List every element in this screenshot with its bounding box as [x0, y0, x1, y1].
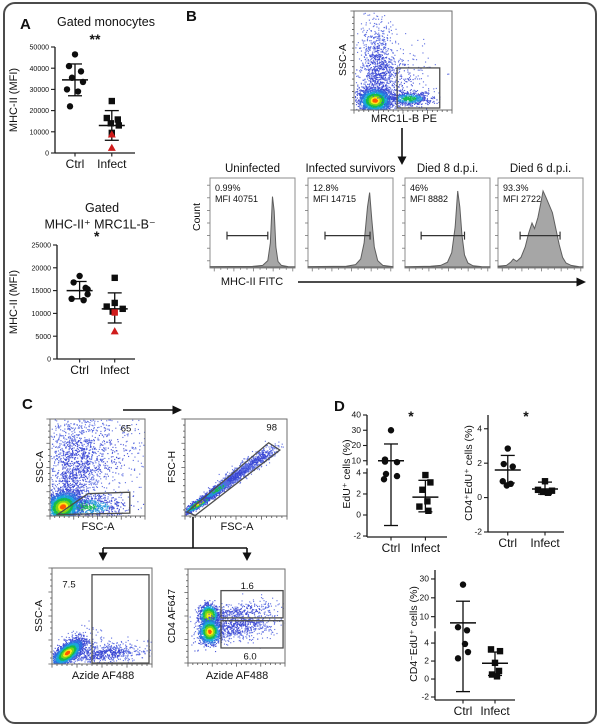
svg-text:2: 2 [424, 656, 429, 666]
svg-text:0: 0 [356, 510, 361, 520]
scatter-edu-cells: 40 30 20 10 4 2 0 -2 Ctrl Infect * [352, 408, 447, 555]
panel-label-a: A [20, 16, 31, 33]
svg-text:-2: -2 [353, 531, 361, 541]
svg-text:40: 40 [352, 410, 362, 420]
svg-text:Infect: Infect [480, 704, 510, 718]
svg-text:10: 10 [420, 611, 430, 621]
svg-text:0: 0 [424, 674, 429, 684]
scatter-gated-mhc2-mrc1lb: 25000 20000 15000 10000 5000 0 Ctrl Infect * [32, 228, 135, 377]
svg-text:2: 2 [356, 489, 361, 499]
svg-text:*: * [523, 408, 529, 424]
svg-text:2: 2 [477, 458, 482, 468]
svg-text:30000: 30000 [30, 87, 50, 94]
svg-text:Ctrl: Ctrl [382, 541, 401, 555]
plot-a2-title-line2: MHC-II⁺ MRC1L-B⁻ [44, 217, 156, 232]
svg-text:MFI 40751: MFI 40751 [215, 194, 258, 204]
plot-a2-title-line1: Gated [84, 201, 120, 215]
svg-text:MFI 8882: MFI 8882 [410, 194, 448, 204]
svg-text:40000: 40000 [30, 66, 50, 73]
svg-text:30: 30 [420, 574, 430, 584]
svg-text:20: 20 [420, 592, 430, 602]
scatter-cd4neg-edu-cells: 30 20 10 4 2 0 -2 Ctrl Infect [420, 570, 515, 718]
svg-text:93.3%: 93.3% [503, 183, 529, 193]
svg-text:12.8%: 12.8% [313, 183, 339, 193]
svg-text:Died 6 d.p.i.: Died 6 d.p.i. [510, 163, 571, 175]
flow-ssca-vs-fsca [36, 414, 155, 531]
svg-text:20000: 20000 [32, 265, 52, 272]
panel-label-b: B [186, 8, 197, 25]
svg-text:4: 4 [424, 638, 429, 648]
svg-text:-2: -2 [474, 527, 482, 537]
hist-died-6dpi: Died 6 d.p.i. 93.3% MFI 2722 [495, 163, 584, 272]
svg-text:0: 0 [47, 357, 51, 364]
plot-a1-ylabel: MHC-II (MFI) [8, 67, 20, 133]
svg-text:30: 30 [352, 425, 362, 435]
svg-text:15000: 15000 [32, 288, 52, 295]
svg-text:Infect: Infect [100, 363, 130, 377]
svg-text:Infected survivors: Infected survivors [305, 163, 395, 175]
svg-text:5000: 5000 [35, 334, 51, 341]
svg-text:10: 10 [352, 455, 362, 465]
svg-text:10000: 10000 [30, 129, 50, 136]
scatter-gated-monocytes: 50000 40000 30000 20000 10000 0 Ctrl Infect ** [30, 31, 135, 171]
svg-text:-2: -2 [421, 692, 429, 702]
svg-text:Infect: Infect [411, 541, 441, 555]
hist-ylabel-count: Count [191, 202, 203, 232]
flow-fsch-vs-fsca [171, 414, 297, 531]
svg-text:Ctrl: Ctrl [498, 536, 517, 550]
svg-text:0: 0 [477, 492, 482, 502]
plot-d3-ylabel: CD4⁻EdU⁺ cells (%) [408, 586, 420, 682]
svg-text:Ctrl: Ctrl [66, 157, 85, 171]
svg-text:4: 4 [477, 423, 482, 433]
plot-a2-ylabel: MHC-II (MFI) [8, 269, 20, 335]
svg-text:50000: 50000 [30, 45, 50, 52]
svg-text:Uninfected: Uninfected [225, 163, 280, 175]
svg-text:Infect: Infect [97, 157, 127, 171]
svg-text:MFI 2722: MFI 2722 [503, 194, 541, 204]
plot-a1-title: Gated monocytes [57, 15, 155, 29]
svg-text:MFI 14715: MFI 14715 [313, 194, 356, 204]
panel-label-d: D [334, 398, 345, 415]
svg-text:Ctrl: Ctrl [454, 704, 473, 718]
svg-text:Died 8 d.p.i.: Died 8 d.p.i. [417, 163, 478, 175]
svg-text:10000: 10000 [32, 311, 52, 318]
svg-text:20: 20 [352, 440, 362, 450]
svg-text:20000: 20000 [30, 108, 50, 115]
svg-text:4: 4 [356, 468, 361, 478]
flow-ssca-vs-mrc1lb [340, 6, 462, 125]
svg-text:*: * [408, 408, 414, 424]
svg-text:25000: 25000 [32, 243, 52, 250]
svg-text:0.99%: 0.99% [215, 183, 241, 193]
scatter-cd4pos-edu-cells: 4 2 0 -2 Ctrl Infect * [474, 408, 564, 550]
hist-infected-survivors: Infected survivors 12.8% MFI 14715 [305, 163, 396, 272]
hist-xlabel-mhc2-fitc: MHC-II FITC [220, 276, 284, 288]
svg-text:0: 0 [45, 151, 49, 158]
flow-ssca-vs-azide [38, 563, 162, 679]
hist-uninfected: Uninfected 0.99% MFI 40751 [207, 163, 296, 272]
svg-text:Ctrl: Ctrl [70, 363, 89, 377]
svg-text:**: ** [90, 31, 101, 47]
panel-label-c: C [22, 396, 33, 413]
svg-text:Infect: Infect [530, 536, 560, 550]
flow-cd4-vs-azide [174, 564, 295, 678]
svg-text:*: * [94, 228, 100, 244]
svg-text:46%: 46% [410, 183, 428, 193]
plot-d2-ylabel: CD4⁺EdU⁺ cells (%) [463, 425, 475, 521]
hist-died-8dpi: Died 8 d.p.i. 46% MFI 8882 [402, 163, 491, 272]
